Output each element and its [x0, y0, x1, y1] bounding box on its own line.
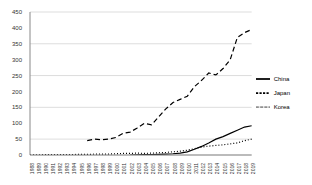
svg-text:2000: 2000 [114, 163, 120, 174]
svg-text:2001: 2001 [121, 163, 127, 174]
svg-text:2008: 2008 [172, 163, 178, 174]
svg-text:200: 200 [12, 89, 23, 95]
svg-text:2018: 2018 [243, 163, 249, 174]
svg-text:1988: 1988 [29, 163, 35, 174]
svg-text:450: 450 [12, 9, 23, 15]
svg-text:300: 300 [12, 57, 23, 63]
html-text:Korea: Korea [273, 103, 290, 110]
svg-text:2009: 2009 [179, 163, 185, 174]
html-text:China: China [273, 75, 290, 82]
svg-text:1995: 1995 [79, 163, 85, 174]
svg-text:1993: 1993 [64, 163, 70, 174]
svg-text:1991: 1991 [50, 163, 56, 174]
svg-text:2014: 2014 [214, 163, 220, 174]
svg-text:1990: 1990 [43, 163, 49, 174]
svg-text:250: 250 [12, 73, 23, 79]
svg-text:1997: 1997 [93, 163, 99, 174]
svg-text:2007: 2007 [164, 163, 170, 174]
svg-text:1999: 1999 [107, 163, 113, 174]
svg-text:2002: 2002 [129, 163, 135, 174]
svg-text:2016: 2016 [229, 163, 235, 174]
svg-text:0: 0 [19, 152, 23, 158]
svg-text:2003: 2003 [136, 163, 142, 174]
svg-text:2015: 2015 [222, 163, 228, 174]
svg-text:100: 100 [12, 120, 23, 126]
svg-text:1994: 1994 [71, 163, 77, 174]
svg-text:2013: 2013 [207, 163, 213, 174]
svg-text:1996: 1996 [86, 163, 92, 174]
svg-text:50: 50 [15, 136, 22, 142]
svg-text:350: 350 [12, 41, 23, 47]
svg-text:2006: 2006 [157, 163, 163, 174]
svg-text:1992: 1992 [57, 163, 63, 174]
svg-text:1989: 1989 [36, 163, 42, 174]
svg-text:1998: 1998 [100, 163, 106, 174]
svg-text:2019: 2019 [250, 163, 256, 174]
svg-text:150: 150 [12, 104, 23, 110]
svg-text:2005: 2005 [150, 163, 156, 174]
html-text:Japan: Japan [273, 89, 290, 96]
svg-text:2011: 2011 [193, 163, 199, 174]
svg-text:2012: 2012 [200, 163, 206, 174]
svg-text:2004: 2004 [143, 163, 149, 174]
svg-text:2017: 2017 [236, 163, 242, 174]
svg-text:400: 400 [12, 25, 23, 31]
svg-text:2010: 2010 [186, 163, 192, 174]
